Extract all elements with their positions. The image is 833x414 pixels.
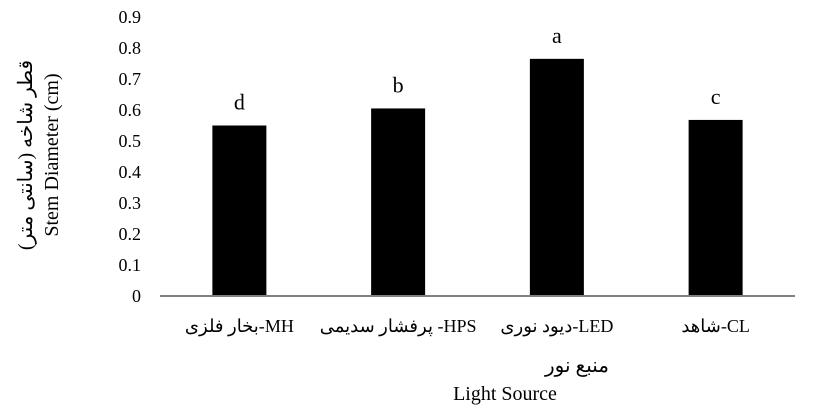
significance-letter: c	[711, 84, 721, 109]
y-axis-title-fa: قطر شاخه (سانتی متر)	[15, 60, 37, 250]
y-axis-ticks: 0 0.1 0.2 0.3 0.4 0.5 0.6 0.7 0.8 0.9	[119, 7, 142, 306]
bars	[212, 58, 743, 296]
y-tick-label: 0.3	[119, 193, 142, 213]
significance-letter: d	[234, 90, 245, 115]
y-tick-label: 0.5	[119, 131, 142, 151]
bar	[529, 58, 584, 296]
y-tick-label: 0.4	[119, 162, 142, 182]
bar	[688, 119, 743, 296]
x-category-label: LED-دیود نوری	[500, 316, 613, 337]
significance-letters: d b a c	[234, 23, 721, 115]
x-axis-title-fa: منبع نور	[544, 355, 609, 377]
y-tick-label: 0.9	[119, 7, 142, 27]
x-category-label: CL-شاهد	[681, 316, 750, 336]
y-tick-label: 0.6	[119, 100, 142, 120]
y-tick-label: 0	[132, 286, 141, 306]
significance-letter: a	[552, 23, 562, 48]
y-tick-label: 0.7	[119, 69, 142, 89]
y-axis-title-en: Stem Diameter (cm)	[41, 73, 63, 236]
bar	[212, 125, 267, 296]
y-tick-label: 0.1	[119, 255, 142, 275]
x-axis-title-en: Light Source	[453, 383, 557, 405]
bar	[371, 108, 426, 296]
x-category-label: HPS- پرفشار سدیمی	[320, 316, 477, 337]
y-tick-label: 0.8	[119, 38, 142, 58]
y-tick-label: 0.2	[119, 224, 142, 244]
x-category-label: MH-بخار فلزی	[185, 316, 294, 337]
significance-letter: b	[393, 72, 404, 97]
x-axis-categories: MH-بخار فلزی HPS- پرفشار سدیمی LED-دیود نو…	[185, 316, 750, 337]
